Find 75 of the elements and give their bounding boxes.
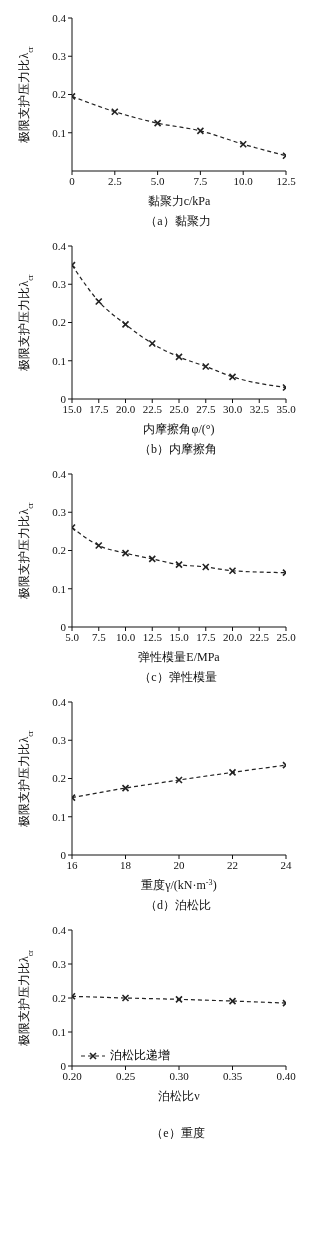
x-tick-label: 15.0 — [169, 630, 190, 643]
point — [111, 107, 119, 116]
y-tick-label: 0.2 — [52, 544, 66, 557]
y-tick-label: 0.2 — [52, 316, 66, 329]
x-axis-title: 重度γ/(kN·m$^{-3}$) — [141, 877, 217, 892]
x-tick-label: 0 — [69, 174, 76, 187]
y-tick-label: 0.1 — [52, 126, 66, 139]
x-axis-title: 内摩擦角φ/(°) — [143, 422, 215, 436]
y-tick-label: 0.2 — [52, 88, 66, 101]
text: （b）内摩擦角 — [138, 441, 218, 458]
y-tick-label: 0 — [60, 392, 67, 405]
x-tick-label: 22.5 — [249, 630, 270, 643]
x-tick-label: 17.5 — [196, 630, 216, 643]
x-tick-label: 22.5 — [142, 402, 163, 415]
y-tick-label: 0.3 — [52, 506, 67, 519]
y-tick-label: 0.2 — [52, 772, 66, 785]
x-tick-label: 30.0 — [222, 402, 243, 415]
x-tick-label: 0.35 — [222, 1069, 243, 1082]
x-tick-label: 25.0 — [276, 630, 297, 643]
y-tick-label: 0 — [60, 1059, 67, 1072]
x-tick-label: 0.40 — [276, 1069, 297, 1082]
y-tick-label: 0.1 — [52, 354, 66, 367]
point — [175, 353, 183, 361]
y-tick-label: 0.4 — [52, 695, 67, 708]
x-tick-label: 35.0 — [276, 402, 297, 415]
point — [121, 320, 130, 329]
x-tick-label: 22 — [227, 858, 238, 871]
x-tick-label: 32.5 — [249, 402, 270, 415]
x-tick-label: 20.0 — [222, 630, 243, 643]
point — [175, 776, 183, 784]
x-tick-label: 16 — [66, 858, 78, 871]
text: （c）弹性模量 — [138, 669, 218, 686]
x-tick-label: 20 — [173, 858, 185, 871]
x-tick-label: 7.5 — [91, 630, 107, 643]
y-tick-label: 0 — [60, 620, 67, 633]
x-tick-label: 24 — [280, 858, 292, 871]
x-tick-label: 0.30 — [169, 1069, 190, 1082]
y-tick-label: 0.4 — [52, 11, 67, 24]
y-tick-label: 0 — [60, 848, 67, 861]
x-axis-title: 弹性模量E/MPa — [138, 650, 221, 664]
x-tick-label: 27.5 — [196, 402, 216, 415]
point — [228, 768, 237, 777]
y-tick-label: 0.3 — [52, 734, 67, 747]
x-tick-label: 25.0 — [169, 402, 190, 415]
x-tick-label: 10.0 — [115, 630, 136, 643]
x-axis-title: 黏聚力c/kPa — [147, 194, 211, 208]
x-tick-label: 5.0 — [65, 630, 80, 643]
x-tick-label: 18 — [120, 858, 132, 871]
y-tick-label: 0.1 — [52, 810, 66, 823]
x-tick-label: 15.0 — [62, 402, 83, 415]
point — [239, 140, 247, 149]
x-tick-label: 2.5 — [107, 174, 123, 187]
y-tick-label: 0.3 — [52, 957, 67, 970]
x-tick-label: 7.5 — [193, 174, 208, 187]
x-tick-label: 20.0 — [115, 402, 136, 415]
text: （e）重度 — [150, 1125, 206, 1142]
x-tick-label: 0.25 — [115, 1069, 136, 1082]
legend-label: 泊松比递增 — [110, 1047, 170, 1064]
y-tick-label: 0.1 — [52, 582, 66, 595]
x-tick-label: 0.20 — [62, 1069, 83, 1082]
y-tick-label: 0.4 — [52, 923, 67, 936]
y-tick-label: 0.3 — [52, 278, 67, 291]
y-tick-label: 0.4 — [52, 239, 67, 252]
x-tick-label: 5.0 — [150, 174, 165, 187]
y-tick-label: 0.3 — [52, 50, 67, 63]
x-tick-label: 12.5 — [142, 630, 163, 643]
text: （d）泊松比 — [144, 897, 212, 914]
x-tick-label: 10.0 — [233, 174, 254, 187]
y-tick-label: 0.1 — [52, 1025, 66, 1038]
y-tick-label: 0.4 — [52, 467, 67, 480]
x-axis-title: 泊松比ν — [158, 1089, 201, 1103]
x-tick-label: 12.5 — [276, 174, 297, 187]
y-tick-label: 0.2 — [52, 991, 66, 1004]
text: （a）黏聚力 — [144, 213, 212, 230]
x-tick-label: 17.5 — [89, 402, 109, 415]
